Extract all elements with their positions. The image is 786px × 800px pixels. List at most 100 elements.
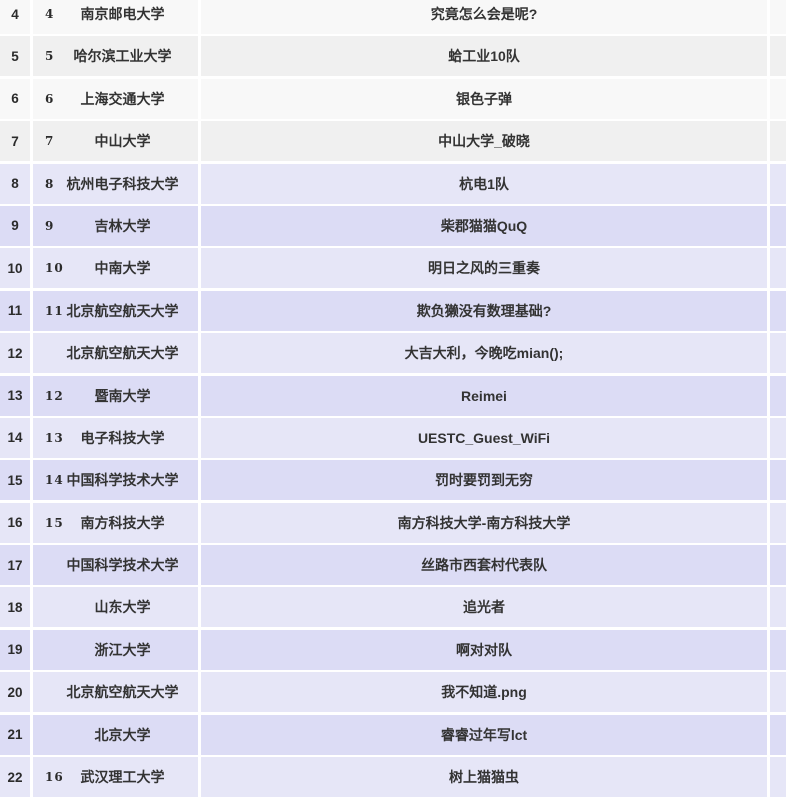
table-row: 9 9 吉林大学 柴郡猫猫QuQ [0,205,786,246]
school-name: 中山大学 [94,133,151,150]
school-cell: 16 武汉理工大学 [33,757,198,798]
school-cell: 14 中国科学技术大学 [33,460,198,501]
team-cell: 究竟怎么会是呢? [201,0,767,34]
table-row: 13 12 暨南大学 Reimei [0,375,786,416]
rank-cell: 11 [0,290,30,331]
table-row: 16 15 南方科技大学 南方科技大学-南方科技大学 [0,502,786,543]
school-rank: 4 [45,7,55,21]
school-name: 南方科技大学 [80,514,165,531]
school-name: 上海交通大学 [80,90,165,107]
school-rank: 12 [45,388,64,403]
school-cell: 12 暨南大学 [33,375,198,416]
table-row: 6 6 上海交通大学 银色子弹 [0,78,786,119]
school-cell: 15 南方科技大学 [33,502,198,543]
team-cell: 柴郡猫猫QuQ [201,205,767,246]
rank-cell: 10 [0,248,30,289]
school-rank: 10 [45,261,64,276]
filler-cell [770,333,786,374]
school-cell: 北京航空航天大学 [33,672,198,713]
school-rank: 8 [45,176,55,191]
school-rank: 9 [45,218,55,233]
rank-cell: 15 [0,460,30,501]
table-row: 17 中国科学技术大学 丝路市西套村代表队 [0,545,786,586]
filler-cell [770,248,786,289]
rank-cell: 16 [0,502,30,543]
school-name: 浙江大学 [94,641,151,658]
filler-cell [770,629,786,670]
school-name: 中南大学 [94,260,151,277]
school-cell: 5 哈尔滨工业大学 [33,36,198,77]
team-cell: 中山大学_破晓 [201,121,767,162]
school-cell: 6 上海交通大学 [33,78,198,119]
team-cell: 追光者 [201,587,767,628]
team-cell: 丝路市西套村代表队 [201,545,767,586]
table-row: 5 5 哈尔滨工业大学 蛤工业10队 [0,36,786,77]
team-cell: 杭电1队 [201,163,767,204]
table-row: 21 北京大学 睿睿过年写lct [0,714,786,755]
school-rank: 13 [45,430,64,445]
rank-cell: 19 [0,629,30,670]
school-name: 电子科技大学 [80,429,165,446]
school-name: 南京邮电大学 [80,6,165,22]
rank-cell: 13 [0,375,30,416]
rank-cell: 4 [0,0,30,34]
rank-cell: 22 [0,757,30,798]
filler-cell [770,672,786,713]
filler-cell [770,587,786,628]
filler-cell [770,460,786,501]
filler-cell [770,205,786,246]
table-row: 15 14 中国科学技术大学 罚时要罚到无穷 [0,460,786,501]
school-rank: 7 [45,134,55,149]
school-name: 暨南大学 [94,387,151,404]
table-row: 14 13 电子科技大学 UESTC_Guest_WiFi [0,417,786,458]
school-name: 中国科学技术大学 [66,472,179,489]
table-row: 18 山东大学 追光者 [0,587,786,628]
school-cell: 中国科学技术大学 [33,545,198,586]
filler-cell [770,121,786,162]
table-row: 19 浙江大学 啊对对队 [0,629,786,670]
team-cell: 罚时要罚到无穷 [201,460,767,501]
team-cell: Reimei [201,375,767,416]
table-row: 10 10 中南大学 明日之风的三重奏 [0,248,786,289]
school-name: 中国科学技术大学 [66,557,179,574]
rank-cell: 14 [0,417,30,458]
rank-cell: 7 [0,121,30,162]
school-rank: 11 [45,303,64,318]
school-rank: 15 [45,515,64,530]
school-name: 北京航空航天大学 [66,345,179,362]
table-row: 8 8 杭州电子科技大学 杭电1队 [0,163,786,204]
table-row: 11 11 北京航空航天大学 欺负獭没有数理基础? [0,290,786,331]
table-row: 22 16 武汉理工大学 树上猫猫虫 [0,757,786,798]
filler-cell [770,502,786,543]
filler-cell [770,545,786,586]
filler-cell [770,78,786,119]
team-cell: 南方科技大学-南方科技大学 [201,502,767,543]
team-cell: 蛤工业10队 [201,36,767,77]
school-name: 杭州电子科技大学 [66,175,179,192]
team-cell: 银色子弹 [201,78,767,119]
team-cell: 欺负獭没有数理基础? [201,290,767,331]
school-name: 北京航空航天大学 [66,684,179,701]
filler-cell [770,714,786,755]
filler-cell [770,375,786,416]
team-cell: UESTC_Guest_WiFi [201,417,767,458]
school-cell: 北京大学 [33,714,198,755]
rank-cell: 21 [0,714,30,755]
school-name: 哈尔滨工业大学 [73,48,172,65]
team-cell: 明日之风的三重奏 [201,248,767,289]
school-cell: 10 中南大学 [33,248,198,289]
filler-cell [770,36,786,77]
team-cell: 啊对对队 [201,629,767,670]
rank-cell: 8 [0,163,30,204]
table-row: 20 北京航空航天大学 我不知道.png [0,672,786,713]
rank-cell: 17 [0,545,30,586]
school-name: 北京航空航天大学 [66,302,179,319]
school-cell: 4 南京邮电大学 [33,0,198,34]
rank-cell: 12 [0,333,30,374]
school-cell: 13 电子科技大学 [33,417,198,458]
rank-cell: 6 [0,78,30,119]
school-name: 山东大学 [94,599,151,616]
table-row: 4 4 南京邮电大学 究竟怎么会是呢? [0,0,786,34]
team-cell: 树上猫猫虫 [201,757,767,798]
